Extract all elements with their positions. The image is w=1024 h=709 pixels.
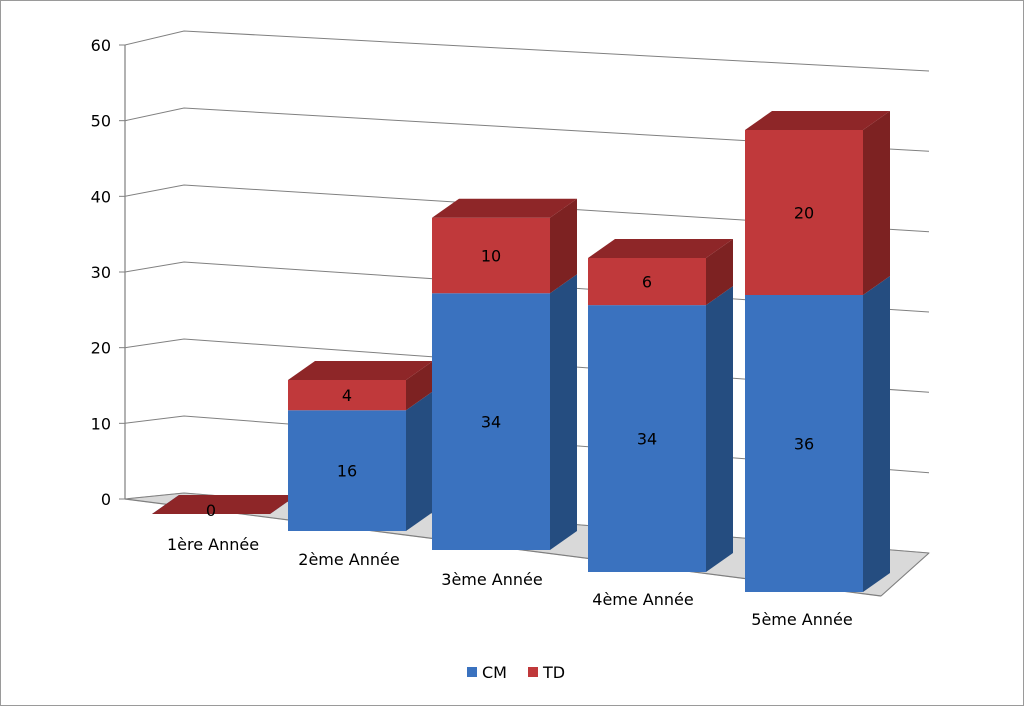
bar-top bbox=[152, 495, 297, 514]
bar-top bbox=[288, 361, 433, 380]
bar-cm-5: 36 bbox=[745, 276, 890, 592]
bar-td-3: 10 bbox=[432, 198, 577, 294]
bar-cm-3: 34 bbox=[432, 274, 577, 550]
gridline bbox=[124, 107, 930, 152]
bar-front bbox=[588, 258, 706, 306]
data-label: 10 bbox=[481, 247, 501, 266]
bar-side bbox=[706, 239, 733, 306]
bars: 0 16 4 34 10 34 6 36 20 bbox=[152, 111, 890, 592]
floor-edge bbox=[880, 552, 930, 597]
data-label: 34 bbox=[481, 413, 501, 432]
data-label: 0 bbox=[206, 501, 216, 520]
y-tick-label: 40 bbox=[91, 187, 111, 206]
category-label: 4ème Année bbox=[592, 590, 693, 609]
category-label: 1ère Année bbox=[167, 535, 259, 554]
bar-cm-4: 34 bbox=[588, 286, 733, 572]
bar-top bbox=[588, 239, 733, 258]
bar-side bbox=[550, 274, 577, 550]
bar-front bbox=[288, 380, 406, 411]
bar-front bbox=[745, 130, 863, 295]
legend-label: TD bbox=[542, 663, 565, 682]
legend: CM TD bbox=[467, 663, 565, 682]
bar-top bbox=[432, 198, 577, 218]
bar-front bbox=[288, 410, 406, 531]
gridline bbox=[124, 30, 930, 72]
bar-side bbox=[550, 198, 577, 294]
bar-cm-2: 16 bbox=[288, 391, 433, 531]
y-tick-label: 30 bbox=[91, 263, 111, 282]
bar-front bbox=[588, 305, 706, 572]
category-label: 3ème Année bbox=[441, 570, 542, 589]
bar-side bbox=[406, 361, 433, 411]
bar-front bbox=[432, 217, 550, 294]
bar-front bbox=[432, 293, 550, 550]
bar-side bbox=[706, 286, 733, 572]
y-tick-label: 10 bbox=[91, 414, 111, 433]
legend-item-td: TD bbox=[528, 663, 565, 682]
bar-side bbox=[406, 391, 433, 531]
legend-label: CM bbox=[482, 663, 507, 682]
data-label: 4 bbox=[342, 386, 352, 405]
legend-swatch bbox=[467, 667, 477, 677]
bar-top bbox=[745, 111, 890, 130]
y-tick-label: 60 bbox=[91, 36, 111, 55]
bar-td-1: 0 bbox=[152, 495, 297, 520]
bar-td-2: 4 bbox=[288, 361, 433, 411]
data-label: 36 bbox=[794, 435, 814, 454]
data-label: 20 bbox=[794, 204, 814, 223]
x-axis-labels: 1ère Année 2ème Année 3ème Année 4ème Année… bbox=[167, 535, 853, 629]
y-axis-ticks: 0 10 20 30 40 50 60 bbox=[91, 36, 125, 509]
y-tick-label: 0 bbox=[101, 490, 111, 509]
data-label: 34 bbox=[637, 430, 657, 449]
bar-td-5: 20 bbox=[745, 111, 890, 295]
data-label: 16 bbox=[337, 462, 357, 481]
y-tick-label: 50 bbox=[91, 112, 111, 131]
legend-item-cm: CM bbox=[467, 663, 507, 682]
category-label: 5ème Année bbox=[751, 610, 852, 629]
bar-side bbox=[863, 111, 890, 295]
gridline bbox=[124, 184, 930, 233]
y-tick-label: 20 bbox=[91, 339, 111, 358]
bar-front bbox=[745, 295, 863, 592]
data-label: 6 bbox=[642, 273, 652, 292]
legend-swatch bbox=[528, 667, 538, 677]
category-label: 2ème Année bbox=[298, 550, 399, 569]
bar-side bbox=[863, 276, 890, 592]
bar-td-4: 6 bbox=[588, 239, 733, 306]
